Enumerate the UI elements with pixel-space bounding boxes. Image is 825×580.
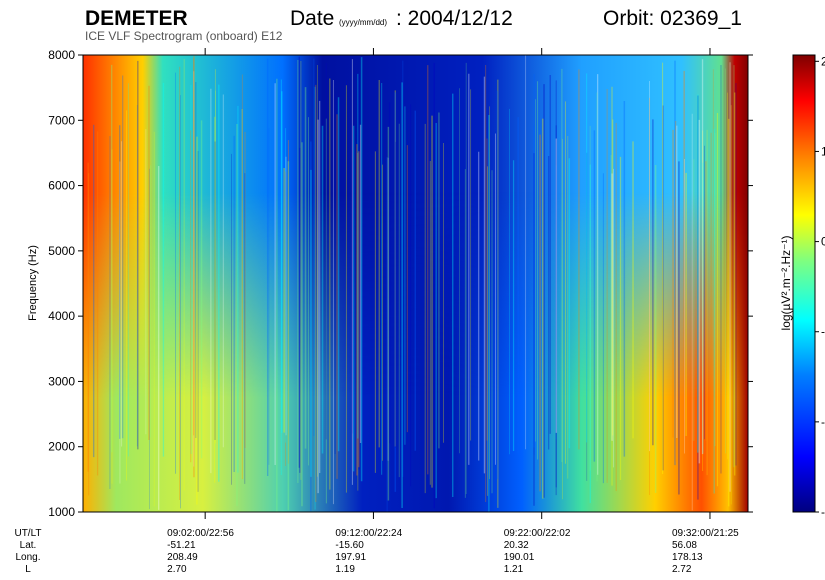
y-tick-label: 8000 (48, 48, 75, 62)
row-label: Long. (15, 552, 40, 563)
plot-frame (82, 54, 749, 513)
y-tick-label: 6000 (48, 179, 75, 193)
colorbar-tick-label: -2 (821, 415, 825, 429)
y-tick-label: 5000 (48, 244, 75, 258)
x-row-value: 190.01 (504, 552, 535, 563)
x-row-value: 1.21 (504, 564, 524, 575)
y-axis-label: Frequency (Hz) (27, 245, 39, 321)
x-row-value: 178.13 (672, 552, 703, 563)
x-row-value: -15.60 (335, 540, 364, 551)
y-tick-label: 3000 (48, 374, 75, 388)
subtitle: ICE VLF Spectrogram (onboard) E12 (85, 29, 283, 43)
x-tick-label: 09:22:00/22:02 (504, 528, 571, 539)
x-row-value: 20.32 (504, 540, 529, 551)
colorbar-tick-label: 1 (821, 144, 825, 158)
colorbar-label: log(µV².m⁻².Hz⁻¹) (779, 236, 793, 331)
orbit: Orbit: 02369_1 (603, 7, 742, 30)
x-tick-label: 09:32:00/21:25 (672, 528, 739, 539)
x-tick-label: 09:12:00/22:24 (335, 528, 402, 539)
title: DEMETER (85, 7, 188, 30)
colorbar (792, 54, 816, 513)
x-row-value: 56.08 (672, 540, 697, 551)
spectrogram-low (83, 55, 748, 512)
row-label: L (25, 564, 31, 575)
y-tick-label: 1000 (48, 505, 75, 519)
x-row-value: 208.49 (167, 552, 198, 563)
row-label: Lat. (20, 540, 37, 551)
colorbar-tick-label: 0 (821, 235, 825, 249)
y-tick-label: 2000 (48, 440, 75, 454)
y-tick-label: 4000 (48, 309, 75, 323)
date: : 2004/12/12 (396, 7, 513, 30)
colorbar-tick-label: 2 (821, 54, 825, 68)
spectrogram (83, 55, 748, 512)
x-row-value: 1.19 (335, 564, 355, 575)
colorbar-tick-label: -3 (821, 505, 825, 519)
colorbar-tick-label: -1 (821, 325, 825, 339)
x-row-value: 2.72 (672, 564, 692, 575)
y-tick-label: 7000 (48, 113, 75, 127)
date-label: Date (290, 7, 334, 30)
x-row-value: -51.21 (167, 540, 196, 551)
x-row-value: 197.91 (335, 552, 366, 563)
x-row-value: 2.70 (167, 564, 187, 575)
row-label: UT/LT (14, 528, 41, 539)
date-format: (yyyy/mm/dd) (339, 18, 387, 27)
x-tick-label: 09:02:00/22:56 (167, 528, 234, 539)
